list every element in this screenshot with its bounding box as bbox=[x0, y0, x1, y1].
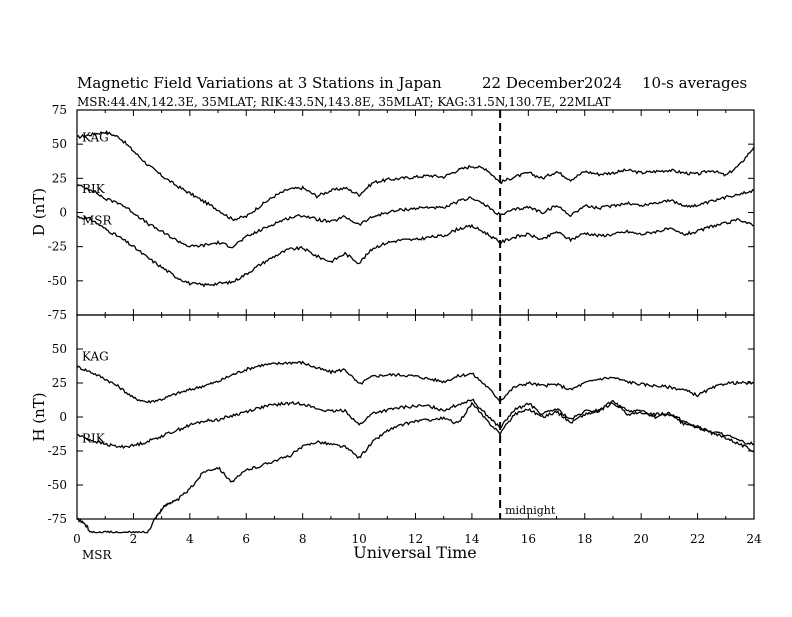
y-tick-label-h: 0 bbox=[59, 410, 67, 424]
series-label-d-msr: MSR bbox=[82, 214, 113, 228]
x-tick-label: 4 bbox=[186, 532, 194, 546]
series-label-h-msr: MSR bbox=[82, 548, 113, 562]
series-label-d-kag: KAG bbox=[82, 130, 109, 144]
y-tick-label-h: -50 bbox=[48, 478, 67, 492]
y-tick-label-d: 50 bbox=[52, 137, 67, 151]
x-axis-label: Universal Time bbox=[353, 543, 476, 562]
chart-date: 22 December2024 bbox=[482, 74, 622, 92]
series-line-d-msr bbox=[76, 215, 755, 288]
x-tick-label: 22 bbox=[690, 532, 705, 546]
y-tick-label-d: 75 bbox=[52, 103, 67, 117]
series-line-h-msr bbox=[76, 399, 755, 534]
y-tick-label-h: 25 bbox=[52, 376, 67, 390]
y-tick-label-h: -25 bbox=[48, 444, 67, 458]
y-tick-label-h: -75 bbox=[48, 512, 67, 526]
x-tick-label: 10 bbox=[351, 532, 366, 546]
x-tick-label: 2 bbox=[130, 532, 138, 546]
d-axis-label: D (nT) bbox=[30, 188, 48, 236]
y-tick-label-d: 0 bbox=[59, 206, 67, 220]
series-line-h-rik bbox=[76, 398, 755, 449]
x-tick-label: 18 bbox=[577, 532, 592, 546]
x-tick-label: 0 bbox=[73, 532, 81, 546]
series-label-h-rik: RIK bbox=[82, 432, 106, 446]
x-tick-label: 8 bbox=[299, 532, 307, 546]
series-labels-layer: KAG RIK MSR KAG RIK MSR bbox=[82, 130, 113, 562]
h-axis-label: H (nT) bbox=[30, 392, 48, 441]
series-layer bbox=[76, 130, 755, 534]
x-tick-label: 20 bbox=[634, 532, 649, 546]
y-tick-label-h: 50 bbox=[52, 342, 67, 356]
y-tick-label-d: -25 bbox=[48, 240, 67, 254]
midnight-label: midnight bbox=[505, 504, 556, 517]
x-tick-label: 14 bbox=[464, 532, 480, 546]
series-label-h-kag: KAG bbox=[82, 350, 109, 364]
y-tick-label-d: -75 bbox=[48, 308, 67, 322]
series-line-d-kag bbox=[76, 130, 755, 222]
x-tick-label: 6 bbox=[242, 532, 250, 546]
x-tick-label: 24 bbox=[746, 532, 762, 546]
y-tick-label-d: -50 bbox=[48, 274, 67, 288]
stations-info: MSR:44.4N,142.3E, 35MLAT; RIK:43.5N,143.… bbox=[77, 95, 611, 109]
y-tick-label-d: 25 bbox=[52, 171, 67, 185]
series-line-h-kag bbox=[76, 360, 755, 404]
x-tick-label: 16 bbox=[521, 532, 536, 546]
series-line-d-rik bbox=[76, 183, 755, 249]
chart-title: Magnetic Field Variations at 3 Stations … bbox=[77, 74, 442, 92]
averaging-label: 10-s averages bbox=[642, 74, 747, 92]
d-panel-frame bbox=[76, 109, 755, 316]
series-label-d-rik: RIK bbox=[82, 182, 106, 196]
x-tick-label: 12 bbox=[408, 532, 423, 546]
